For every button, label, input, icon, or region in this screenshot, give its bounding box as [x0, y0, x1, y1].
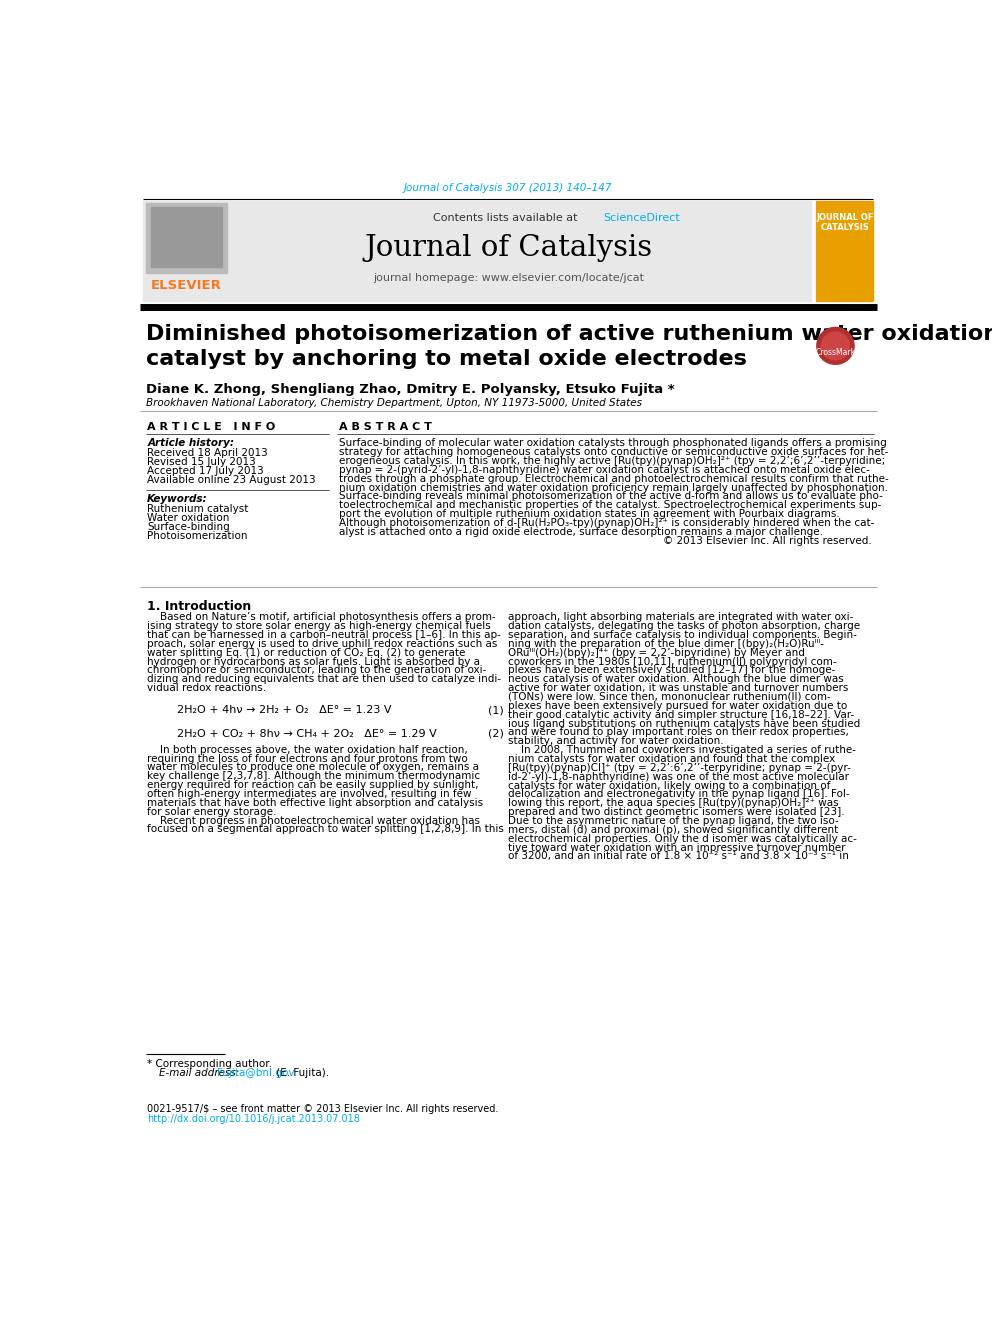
Text: mers, distal (d) and proximal (p), showed significantly different: mers, distal (d) and proximal (p), showe… [509, 824, 838, 835]
Text: 1. Introduction: 1. Introduction [147, 599, 252, 613]
Text: Diminished photoisomerization of active ruthenium water oxidation
catalyst by an: Diminished photoisomerization of active … [146, 324, 992, 369]
Text: [Ru(tpy)(pynap)Cl]⁺ (tpy = 2,2’:6’,2’’-terpyridine; pynap = 2-(pyr-: [Ru(tpy)(pynap)Cl]⁺ (tpy = 2,2’:6’,2’’-t… [509, 763, 851, 773]
Text: Surface-binding of molecular water oxidation catalysts through phosphonated liga: Surface-binding of molecular water oxida… [339, 438, 887, 448]
Text: nium oxidation chemistries and water oxidation proficiency remain largely unaffe: nium oxidation chemistries and water oxi… [339, 483, 889, 492]
Text: electrochemical properties. Only the d isomer was catalytically ac-: electrochemical properties. Only the d i… [509, 833, 857, 844]
Text: that can be harnessed in a carbon–neutral process [1–6]. In this ap-: that can be harnessed in a carbon–neutra… [147, 630, 501, 640]
Text: In 2008, Thummel and coworkers investigated a series of ruthe-: In 2008, Thummel and coworkers investiga… [509, 745, 856, 755]
Text: Recent progress in photoelectrochemical water oxidation has: Recent progress in photoelectrochemical … [147, 815, 480, 826]
Text: and were found to play important roles on their redox properties,: and were found to play important roles o… [509, 728, 849, 737]
Text: Article history:: Article history: [147, 438, 234, 448]
Text: delocalization and electronegativity in the pynap ligand [16]. Fol-: delocalization and electronegativity in … [509, 790, 850, 799]
Text: id-2’-yl)-1,8-naphthyridine) was one of the most active molecular: id-2’-yl)-1,8-naphthyridine) was one of … [509, 771, 849, 782]
Text: Based on Nature’s motif, artificial photosynthesis offers a prom-: Based on Nature’s motif, artificial phot… [147, 613, 496, 622]
Bar [144, 201, 811, 302]
Text: chromophore or semiconductor, leading to the generation of oxi-: chromophore or semiconductor, leading to… [147, 665, 487, 676]
Text: CrossMark: CrossMark [815, 348, 855, 357]
Text: In both processes above, the water oxidation half reaction,: In both processes above, the water oxida… [147, 745, 468, 754]
Text: Due to the asymmetric nature of the pynap ligand, the two iso-: Due to the asymmetric nature of the pyna… [509, 816, 839, 826]
Text: plexes have been extensively pursued for water oxidation due to: plexes have been extensively pursued for… [509, 701, 847, 710]
Text: hydrogen or hydrocarbons as solar fuels. Light is absorbed by a: hydrogen or hydrocarbons as solar fuels.… [147, 656, 480, 667]
Text: A R T I C L E   I N F O: A R T I C L E I N F O [147, 422, 276, 433]
Text: journal homepage: www.elsevier.com/locate/jcat: journal homepage: www.elsevier.com/locat… [373, 273, 644, 283]
Text: coworkers in the 1980s [10,11], ruthenium(II) polypyridyl com-: coworkers in the 1980s [10,11], rutheniu… [509, 656, 837, 667]
Text: alyst is attached onto a rigid oxide electrode, surface desorption remains a maj: alyst is attached onto a rigid oxide ele… [339, 527, 823, 537]
Text: strategy for attaching homogeneous catalysts onto conductive or semiconductive o: strategy for attaching homogeneous catal… [339, 447, 889, 458]
Text: Received 18 April 2013: Received 18 April 2013 [147, 448, 268, 458]
Text: ORuᴵᴵᴵ(OH₂)(bpy)₂]⁴⁺ (bpy = 2,2’-bipyridine) by Meyer and: ORuᴵᴵᴵ(OH₂)(bpy)₂]⁴⁺ (bpy = 2,2’-bipyrid… [509, 648, 806, 658]
Text: trodes through a phosphate group. Electrochemical and photoelectrochemical resul: trodes through a phosphate group. Electr… [339, 474, 889, 484]
Text: water splitting Eq. (1) or reduction of CO₂ Eq. (2) to generate: water splitting Eq. (1) or reduction of … [147, 648, 465, 658]
Text: Revised 15 July 2013: Revised 15 July 2013 [147, 458, 256, 467]
Text: approach, light absorbing materials are integrated with water oxi-: approach, light absorbing materials are … [509, 613, 854, 622]
Text: vidual redox reactions.: vidual redox reactions. [147, 683, 267, 693]
Text: erogeneous catalysis. In this work, the highly active [Ru(tpy)(pynap)OH₂]²⁺ (tpy: erogeneous catalysis. In this work, the … [339, 456, 886, 466]
Text: JOURNAL OF
CATALYSIS: JOURNAL OF CATALYSIS [816, 213, 874, 232]
Text: (1): (1) [488, 705, 504, 716]
Text: dation catalysts, delegating the tasks of photon absorption, charge: dation catalysts, delegating the tasks o… [509, 620, 860, 631]
Text: often high-energy intermediates are involved, resulting in few: often high-energy intermediates are invo… [147, 789, 472, 799]
Text: focused on a segmental approach to water splitting [1,2,8,9]. In this: focused on a segmental approach to water… [147, 824, 504, 835]
Text: A B S T R A C T: A B S T R A C T [339, 422, 433, 433]
Text: Surface-binding: Surface-binding [147, 523, 230, 532]
Text: ising strategy to store solar energy as high-energy chemical fuels: ising strategy to store solar energy as … [147, 620, 491, 631]
Text: ning with the preparation of the blue dimer [(bpy)₂(H₂O)Ruᴵᴵᴵ-: ning with the preparation of the blue di… [509, 639, 824, 648]
Text: nium catalysts for water oxidation and found that the complex: nium catalysts for water oxidation and f… [509, 754, 835, 763]
Bar [151, 206, 221, 266]
Text: Diane K. Zhong, Shengliang Zhao, Dmitry E. Polyansky, Etsuko Fujita *: Diane K. Zhong, Shengliang Zhao, Dmitry … [146, 382, 675, 396]
Text: Although photoisomerization of d-[Ru(H₂PO₃-tpy)(pynap)OH₂]²⁺ is considerably hin: Although photoisomerization of d-[Ru(H₂P… [339, 519, 875, 528]
Text: Keywords:: Keywords: [147, 495, 208, 504]
Text: Contents lists available at: Contents lists available at [433, 213, 584, 222]
Text: 2H₂O + 4hν → 2H₂ + O₂   ΔE° = 1.23 V: 2H₂O + 4hν → 2H₂ + O₂ ΔE° = 1.23 V [177, 705, 391, 716]
Bar [146, 204, 227, 273]
Text: Water oxidation: Water oxidation [147, 513, 229, 524]
Text: Photoisomerization: Photoisomerization [147, 531, 248, 541]
Text: proach, solar energy is used to drive uphill redox reactions such as: proach, solar energy is used to drive up… [147, 639, 498, 648]
Text: their good catalytic activity and simpler structure [16,18–22]. Var-: their good catalytic activity and simple… [509, 709, 855, 720]
Text: 2H₂O + CO₂ + 8hν → CH₄ + 2O₂   ΔE° = 1.29 V: 2H₂O + CO₂ + 8hν → CH₄ + 2O₂ ΔE° = 1.29 … [177, 729, 436, 738]
Text: pynap = 2-(pyrid-2’-yl)-1,8-naphthyridine) water oxidation catalyst is attached : pynap = 2-(pyrid-2’-yl)-1,8-naphthyridin… [339, 464, 870, 475]
Bar [816, 201, 873, 302]
Text: © 2013 Elsevier Inc. All rights reserved.: © 2013 Elsevier Inc. All rights reserved… [663, 536, 872, 545]
Circle shape [821, 332, 849, 360]
Text: Journal of Catalysis 307 (2013) 140–147: Journal of Catalysis 307 (2013) 140–147 [404, 184, 613, 193]
Text: requiring the loss of four electrons and four protons from two: requiring the loss of four electrons and… [147, 754, 468, 763]
Text: materials that have both effective light absorption and catalysis: materials that have both effective light… [147, 798, 483, 808]
Text: Brookhaven National Laboratory, Chemistry Department, Upton, NY 11973-5000, Unit: Brookhaven National Laboratory, Chemistr… [146, 398, 642, 409]
Circle shape [816, 327, 854, 364]
Text: active for water oxidation, it was unstable and turnover numbers: active for water oxidation, it was unsta… [509, 683, 849, 693]
Text: dizing and reducing equivalents that are then used to catalyze indi-: dizing and reducing equivalents that are… [147, 675, 501, 684]
Text: for solar energy storage.: for solar energy storage. [147, 807, 277, 816]
Text: plexes have been extensively studied [12–17] for the homoge-: plexes have been extensively studied [12… [509, 665, 836, 676]
Text: of 3200, and an initial rate of 1.8 × 10⁻² s⁻¹ and 3.8 × 10⁻³ s⁻¹ in: of 3200, and an initial rate of 1.8 × 10… [509, 852, 849, 861]
Text: port the evolution of multiple ruthenium oxidation states in agreement with Pour: port the evolution of multiple ruthenium… [339, 509, 840, 519]
Text: prepared and two distinct geometric isomers were isolated [23].: prepared and two distinct geometric isom… [509, 807, 845, 818]
Text: Accepted 17 July 2013: Accepted 17 July 2013 [147, 466, 264, 476]
Text: Fujita@bnl.gov: Fujita@bnl.gov [217, 1068, 295, 1078]
Text: toelectrochemical and mechanistic properties of the catalyst. Spectroelectrochem: toelectrochemical and mechanistic proper… [339, 500, 882, 511]
Text: ScienceDirect: ScienceDirect [603, 213, 680, 222]
Text: key challenge [2,3,7,8]. Although the minimum thermodynamic: key challenge [2,3,7,8]. Although the mi… [147, 771, 480, 782]
Text: catalysts for water oxidation, likely owing to a combination of: catalysts for water oxidation, likely ow… [509, 781, 830, 791]
Text: (E. Fujita).: (E. Fujita). [273, 1068, 329, 1078]
Text: Available online 23 August 2013: Available online 23 August 2013 [147, 475, 315, 484]
Text: Ruthenium catalyst: Ruthenium catalyst [147, 504, 249, 515]
Text: ious ligand substitutions on ruthenium catalysts have been studied: ious ligand substitutions on ruthenium c… [509, 718, 861, 729]
Text: http://dx.doi.org/10.1016/j.jcat.2013.07.018: http://dx.doi.org/10.1016/j.jcat.2013.07… [147, 1114, 360, 1125]
Text: energy required for reaction can be easily supplied by sunlight,: energy required for reaction can be easi… [147, 781, 479, 790]
Text: Journal of Catalysis: Journal of Catalysis [364, 234, 653, 262]
Text: ELSEVIER: ELSEVIER [151, 279, 221, 292]
Text: (2): (2) [488, 729, 504, 738]
Text: Surface-binding reveals minimal photoisomerization of the active d-form and allo: Surface-binding reveals minimal photoiso… [339, 491, 883, 501]
Text: stability, and activity for water oxidation.: stability, and activity for water oxidat… [509, 737, 724, 746]
Text: 0021-9517/$ – see front matter © 2013 Elsevier Inc. All rights reserved.: 0021-9517/$ – see front matter © 2013 El… [147, 1105, 499, 1114]
Text: (TONs) were low. Since then, mononuclear ruthenium(II) com-: (TONs) were low. Since then, mononuclear… [509, 692, 831, 703]
Text: tive toward water oxidation with an impressive turnover number: tive toward water oxidation with an impr… [509, 843, 846, 852]
Text: neous catalysis of water oxidation. Although the blue dimer was: neous catalysis of water oxidation. Alth… [509, 675, 844, 684]
Text: water molecules to produce one molecule of oxygen, remains a: water molecules to produce one molecule … [147, 762, 479, 773]
Text: * Corresponding author.: * Corresponding author. [147, 1058, 272, 1069]
Text: separation, and surface catalysis to individual components. Begin-: separation, and surface catalysis to ind… [509, 630, 857, 640]
Text: E-mail address:: E-mail address: [159, 1068, 242, 1078]
Text: lowing this report, the aqua species [Ru(tpy)(pynap)OH₂]²⁺ was: lowing this report, the aqua species [Ru… [509, 798, 839, 808]
